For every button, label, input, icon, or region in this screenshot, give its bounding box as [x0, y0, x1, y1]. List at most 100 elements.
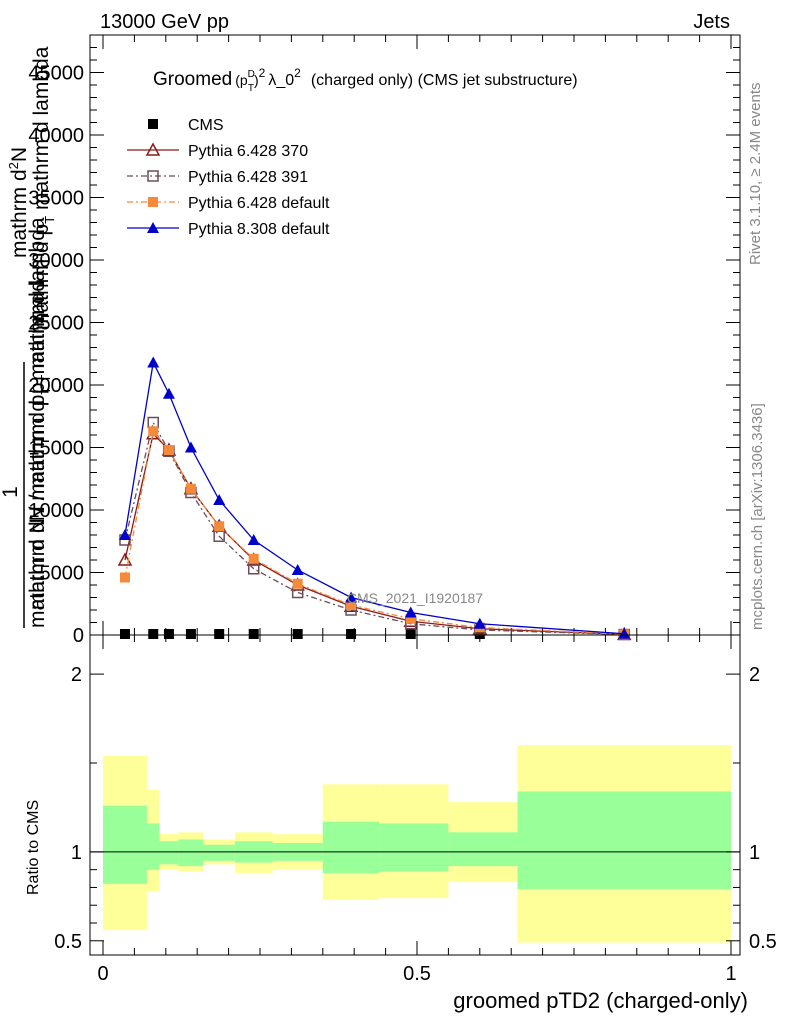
- ratio-inner-band: [146, 823, 160, 870]
- svg-text:mathrm d2N: mathrm d2N: [6, 147, 31, 258]
- mcplots-label: mcplots.cern.ch [arXiv:1306.3436]: [749, 403, 766, 630]
- data-point: [618, 627, 631, 639]
- svg-text:mathrm dN / mathrm d pT mathrm: mathrm dN / mathrm d pT mathrm d: [26, 280, 53, 610]
- main-y-ticks: 0 5000 10000 15000 20000 25000 30000 35000 40000…: [28, 47, 740, 647]
- data-point: [248, 629, 259, 639]
- ratio-y-label: Ratio to CMS: [25, 800, 42, 895]
- data-point: [292, 578, 303, 589]
- series-cms: [119, 629, 630, 639]
- legend-marker: [145, 142, 161, 156]
- series-pythia-6-428-391: [119, 416, 630, 641]
- main-y-tick-label: 35000: [28, 188, 84, 210]
- ratio-plot-panel: 0 0.5 1 0.5 0.5 1 1 2 2 Ratio to CMS groomed pTD…: [25, 634, 777, 1013]
- header-left: 13000 GeV pp: [100, 11, 229, 33]
- legend-label: Pythia 6.428 391: [188, 169, 308, 186]
- ratio-bands: [103, 745, 731, 943]
- ratio-y-tick-label-right: 1: [749, 842, 760, 864]
- ratio-x-tick-label: 0.5: [403, 963, 431, 985]
- main-y-tick-label: 20000: [28, 375, 84, 397]
- main-series-group: [117, 356, 632, 641]
- data-point: [404, 606, 417, 618]
- legend-entry: Pythia 6.428 391: [127, 169, 308, 186]
- data-point: [163, 629, 174, 639]
- legend-entry: Pythia 6.428 370: [127, 142, 308, 160]
- data-point: [214, 629, 225, 639]
- ratio-inner-band: [448, 832, 518, 867]
- main-y-axis-label: mathrm d2N mathrm d pT mathrm d lambda 1…: [0, 46, 57, 628]
- data-point: [162, 387, 175, 399]
- ratio-inner-band: [203, 844, 235, 861]
- legend-marker: [147, 222, 159, 233]
- main-y-tick-label: 30000: [28, 250, 84, 272]
- ratio-y-tick-label-left: 2: [71, 664, 82, 686]
- main-y-tick-label: 40000: [28, 125, 84, 147]
- legend-label: CMS: [188, 117, 224, 134]
- header-right: Jets: [693, 11, 730, 33]
- svg-text:mathrm d N / mathrm d pT mathr: mathrm d N / mathrm d pT mathrm d lambda: [26, 217, 53, 628]
- data-point: [405, 629, 416, 639]
- ratio-inner-band: [322, 821, 380, 874]
- ratio-ticks: 0 0.5 1 0.5 0.5 1 1 2 2: [54, 635, 777, 985]
- series-pythia-8-308-default: [118, 356, 631, 639]
- data-point: [184, 441, 197, 453]
- data-point: [247, 534, 260, 545]
- main-y-tick-label: 25000: [28, 313, 84, 335]
- legend-marker: [148, 119, 158, 129]
- frac-num: 1: [0, 486, 22, 498]
- legend-entry: Pythia 8.308 default: [127, 221, 330, 238]
- data-point: [163, 445, 174, 455]
- data-point: [147, 416, 159, 429]
- legend-label: Pythia 8.308 default: [188, 221, 330, 238]
- legend-marker: [147, 170, 159, 182]
- data-point: [118, 529, 131, 540]
- x-axis-label: groomed pTD2 (charged-only): [453, 988, 748, 1013]
- ratio-x-tick-label: 0: [97, 963, 108, 985]
- data-point: [147, 356, 160, 368]
- data-point: [405, 613, 416, 624]
- legend-entry: Pythia 6.428 default: [127, 195, 330, 212]
- legend-entry: CMS: [148, 117, 224, 134]
- ratio-inner-band: [159, 841, 179, 865]
- data-point: [148, 426, 159, 437]
- main-y-tick-label: 15000: [28, 438, 84, 460]
- main-y-tick-label: 45000: [28, 63, 84, 85]
- main-y-tick-label: 0: [73, 625, 84, 647]
- main-plot-panel: 0 5000 10000 15000 20000 25000 30000 35000 40000…: [28, 34, 741, 647]
- ratio-inner-band: [379, 823, 449, 872]
- data-point: [248, 553, 259, 564]
- ratio-frame: [89, 634, 741, 956]
- ratio-y-tick-label-right: 2: [749, 664, 760, 686]
- data-point: [346, 629, 357, 639]
- data-point: [346, 600, 357, 610]
- data-point: [119, 572, 130, 583]
- main-y-tick-label: 5000: [40, 563, 85, 585]
- legend-marker: [148, 197, 158, 207]
- series-pythia-6-428-370: [117, 426, 632, 641]
- data-point: [292, 629, 303, 639]
- ratio-y-tick-label-left: 0.5: [54, 931, 82, 953]
- data-point: [148, 629, 159, 639]
- series-line: [124, 420, 625, 636]
- ratio-y-tick-label-right: 0.5: [749, 931, 777, 953]
- data-point: [213, 494, 226, 505]
- plot-title: Groomed (pD T)2 λ_02 (charged only) (CMS jet…: [153, 66, 578, 94]
- main-x-ticks: [102, 35, 732, 635]
- ratio-inner-band: [178, 839, 204, 867]
- legend: CMS Pythia 6.428 370 Pythia 6.428 391 Pythi…: [127, 117, 330, 238]
- watermark: CMS_2021_I1920187: [347, 590, 483, 606]
- data-point: [119, 629, 130, 639]
- ratio-y-tick-label-left: 1: [71, 842, 82, 864]
- data-point: [214, 521, 225, 532]
- ratio-inner-band: [103, 805, 147, 884]
- ratio-inner-band: [517, 791, 731, 890]
- rivet-label: Rivet 3.1.10, ≥ 2.4M events: [747, 83, 764, 266]
- ratio-x-tick-label: 1: [725, 963, 736, 985]
- legend-label: Pythia 6.428 default: [188, 195, 330, 212]
- data-point: [185, 483, 196, 494]
- legend-label: Pythia 6.428 370: [188, 143, 308, 160]
- data-point: [291, 586, 304, 599]
- data-point: [345, 591, 358, 603]
- data-point: [185, 629, 196, 639]
- main-y-tick-label: 10000: [28, 500, 84, 522]
